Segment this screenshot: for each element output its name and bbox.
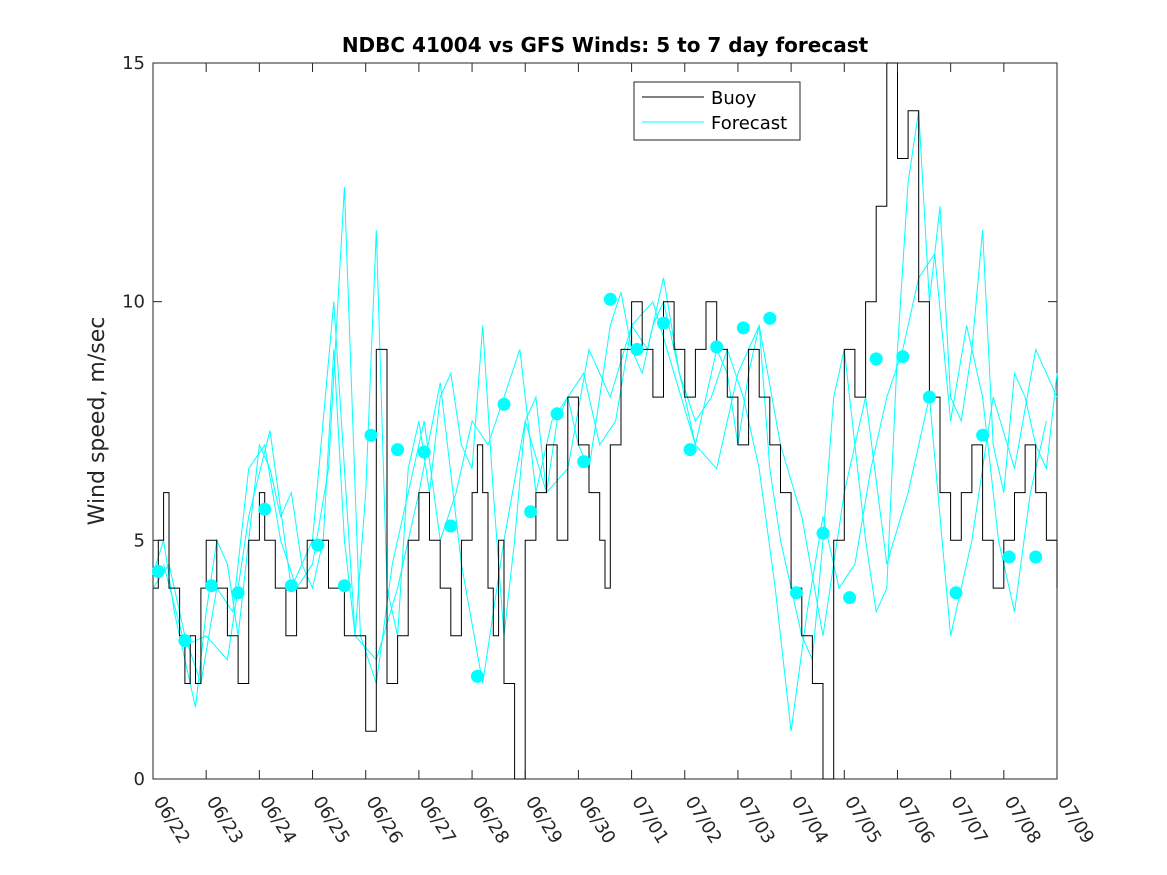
forecast-marker <box>444 519 458 533</box>
forecast-marker <box>550 407 564 421</box>
forecast-marker <box>497 397 511 411</box>
y-tick-label: 15 <box>122 53 145 74</box>
series-forecast-line-1 <box>152 110 1058 708</box>
x-tick-label: 06/26 <box>361 793 406 848</box>
x-tick-label: 07/08 <box>1000 793 1045 848</box>
forecast-marker <box>337 579 351 593</box>
forecast-marker <box>896 350 910 364</box>
x-tick-label: 07/03 <box>734 793 779 848</box>
y-tick-label: 5 <box>134 530 145 551</box>
forecast-marker <box>470 669 484 683</box>
forecast-marker <box>816 526 830 540</box>
x-tick-label: 06/25 <box>308 793 353 848</box>
forecast-marker <box>205 579 218 593</box>
forecast-marker <box>284 579 298 593</box>
y-tick-label: 0 <box>134 769 145 790</box>
forecast-marker <box>231 586 245 600</box>
x-tick-label: 06/28 <box>468 793 513 848</box>
forecast-marker <box>763 311 777 325</box>
x-tick-label: 06/27 <box>415 793 460 848</box>
x-tick-label: 07/07 <box>946 793 991 848</box>
series-buoy-line <box>153 62 1058 780</box>
marker-layer <box>151 292 1043 683</box>
x-tick-label: 06/23 <box>202 793 247 848</box>
forecast-marker <box>391 443 405 457</box>
forecast-marker <box>869 352 883 366</box>
forecast-marker <box>683 443 697 457</box>
legend-entry-buoy: Buoy <box>711 88 757 109</box>
x-tick-label: 07/01 <box>627 793 672 848</box>
legend-entry-forecast: Forecast <box>711 113 787 134</box>
x-tick-label: 06/30 <box>574 793 619 848</box>
forecast-marker <box>922 390 936 404</box>
x-tick-label: 06/24 <box>255 793 300 848</box>
legend-box <box>633 81 801 141</box>
legend: Buoy Forecast <box>633 81 801 141</box>
forecast-marker <box>630 342 644 356</box>
plot-area <box>152 62 1058 780</box>
x-tick-label: 06/22 <box>149 793 194 848</box>
forecast-marker <box>577 455 591 469</box>
forecast-marker <box>710 340 724 354</box>
x-tick-label: 07/09 <box>1053 793 1098 848</box>
forecast-marker <box>151 564 165 578</box>
forecast-marker <box>311 538 325 552</box>
forecast-marker <box>603 292 617 306</box>
forecast-marker <box>1002 550 1016 564</box>
x-tick-label: 06/29 <box>521 793 566 848</box>
forecast-marker <box>789 586 803 600</box>
forecast-marker <box>258 502 272 516</box>
forecast-marker <box>364 428 378 442</box>
forecast-marker <box>178 634 192 648</box>
series-layer <box>152 62 1058 780</box>
forecast-marker <box>657 316 670 330</box>
x-tick-label: 07/02 <box>681 793 726 848</box>
x-tick-label: 07/06 <box>893 793 938 848</box>
forecast-marker <box>1029 550 1043 564</box>
chart-title: NDBC 41004 vs GFS Winds: 5 to 7 day fore… <box>342 33 869 57</box>
forecast-marker <box>524 505 538 519</box>
x-tick-label: 07/04 <box>787 793 832 848</box>
forecast-marker <box>736 321 750 335</box>
forecast-marker <box>949 586 963 600</box>
forecast-marker <box>417 445 431 459</box>
forecast-marker <box>976 428 990 442</box>
series-forecast-line-2 <box>152 187 1047 732</box>
y-axis-label: Wind speed, m/sec <box>85 317 110 526</box>
forecast-marker <box>843 591 857 605</box>
y-tick-label: 10 <box>122 292 145 313</box>
x-tick-label: 07/05 <box>840 793 885 848</box>
